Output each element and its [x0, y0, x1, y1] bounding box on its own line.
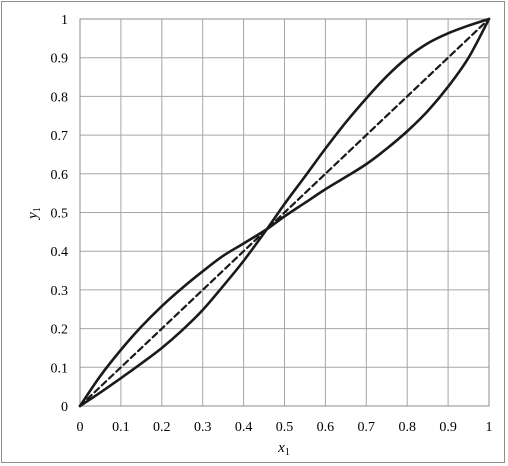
y-tick-label: 0.9 — [51, 52, 69, 67]
x-tick-label: 0.6 — [317, 420, 335, 435]
y-tick-label: 0.6 — [51, 168, 69, 183]
y-tick-label: 0.2 — [51, 323, 69, 338]
y-tick-label: 0.5 — [51, 207, 69, 222]
diagonal-reference-line — [78, 17, 491, 408]
x-tick-label: 0.1 — [112, 420, 130, 435]
y-tick-label: 0.4 — [51, 245, 69, 260]
plot-area-border — [79, 18, 490, 407]
x-tick-label: 0.3 — [194, 420, 212, 435]
y-axis-title: y1 — [25, 207, 43, 221]
y-tick-label: 0.1 — [51, 361, 69, 376]
series-lines — [78, 17, 491, 408]
x-tick-labels: 0 0.1 0.2 0.3 0.4 0.5 0.6 0.7 0.8 0.9 1 — [77, 420, 493, 435]
x-tick-label: 0.5 — [276, 420, 294, 435]
y-tick-label: 0 — [61, 400, 68, 415]
y-tick-label: 1 — [61, 13, 68, 28]
x-tick-label: 0.2 — [153, 420, 171, 435]
grid-lines — [79, 18, 490, 407]
series-line-1 — [78, 17, 491, 408]
x-tick-label: 0.9 — [439, 420, 457, 435]
x-tick-label: 0.4 — [235, 420, 253, 435]
y-tick-label: 0.3 — [51, 284, 69, 299]
x-axis-title: x1 — [277, 440, 290, 458]
x-tick-label: 0 — [77, 420, 84, 435]
y-tick-label: 0.8 — [51, 90, 69, 105]
x-tick-label: 0.7 — [358, 420, 376, 435]
series-line-2 — [78, 17, 491, 408]
x-tick-label: 0.8 — [398, 420, 416, 435]
x-tick-label: 1 — [486, 420, 493, 435]
y-tick-label: 0.7 — [51, 129, 69, 144]
y-tick-labels: 0 0.1 0.2 0.3 0.4 0.5 0.6 0.7 0.8 0.9 1 — [51, 13, 69, 415]
